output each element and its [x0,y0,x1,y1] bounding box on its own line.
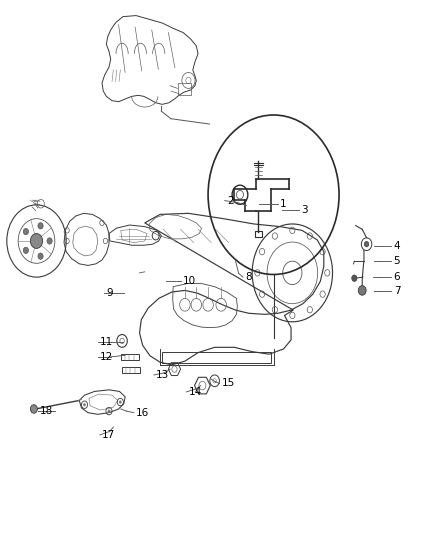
Text: 16: 16 [136,408,149,418]
Text: 17: 17 [102,430,115,440]
Circle shape [364,241,369,247]
Circle shape [30,233,42,248]
Circle shape [23,229,28,235]
Text: 4: 4 [394,241,400,251]
Circle shape [38,223,43,229]
Circle shape [30,405,37,413]
Bar [122,367,140,373]
Text: 8: 8 [245,272,252,282]
Text: 12: 12 [100,352,113,362]
Circle shape [108,409,110,413]
Text: 11: 11 [100,337,113,347]
Bar [177,83,191,95]
Text: 10: 10 [183,277,196,286]
Text: 1: 1 [280,199,287,209]
Text: 2: 2 [227,196,233,206]
Text: 18: 18 [40,406,53,416]
Circle shape [352,275,357,281]
Text: 3: 3 [301,205,308,215]
Text: 5: 5 [394,256,400,266]
Circle shape [38,253,43,260]
Bar [255,231,262,237]
Text: 9: 9 [106,288,113,298]
Circle shape [119,400,122,403]
Bar [121,354,139,360]
Text: 15: 15 [222,378,235,389]
Circle shape [358,286,366,295]
Circle shape [23,247,28,254]
Circle shape [47,238,52,244]
Text: 7: 7 [394,286,400,296]
Text: 14: 14 [188,387,201,397]
Circle shape [83,403,86,406]
Text: 13: 13 [156,370,170,380]
Text: 6: 6 [394,272,400,281]
